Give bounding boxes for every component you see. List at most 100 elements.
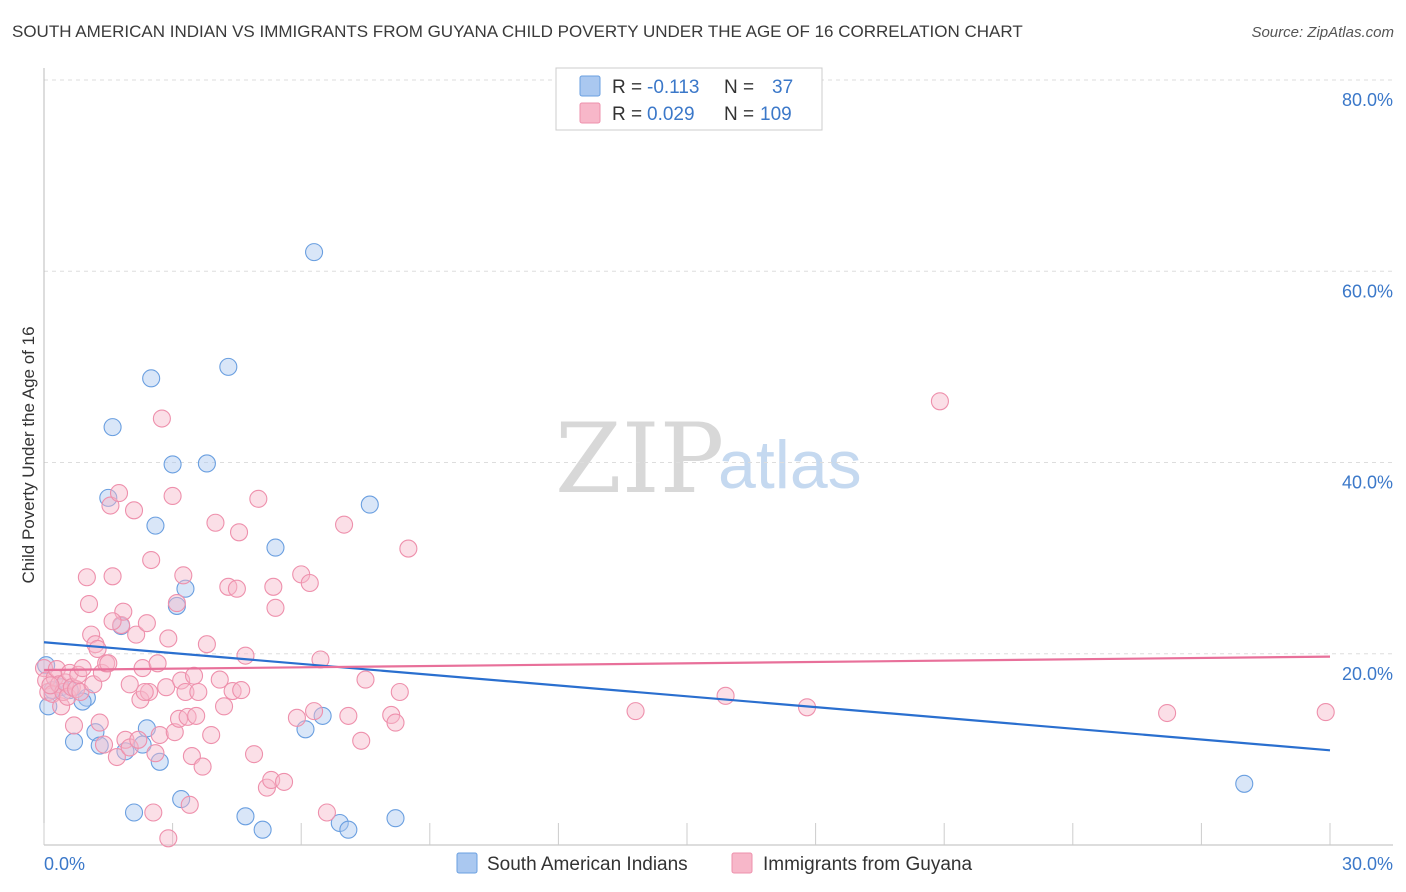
legend-r-label-pink: R =: [612, 104, 642, 125]
point-guyana-48: [148, 654, 167, 673]
y-axis-tick-labels: 20.0% 40.0% 60.0% 80.0%: [1342, 90, 1393, 684]
point-guyana-13: [64, 716, 84, 735]
point-guyana-24: [90, 713, 109, 732]
y-tick-label-20: 20.0%: [1342, 664, 1393, 684]
point-guyana-90: [335, 515, 354, 534]
point-guyana-99: [716, 686, 735, 705]
point-guyana-50: [152, 409, 171, 428]
point-guyana-75: [227, 579, 246, 598]
legend-r-label-blue: R =: [612, 77, 642, 98]
point-guyana-101: [930, 392, 949, 411]
point-guyana-45: [142, 550, 161, 570]
point-guyana-83: [264, 577, 283, 596]
point-sai-4: [64, 732, 84, 751]
point-guyana-87: [300, 573, 319, 593]
series-immigrants-from-guyana: [34, 392, 1335, 848]
watermark-atlas: atlas: [718, 427, 862, 503]
bottom-legend-swatch-blue: [456, 852, 478, 874]
source-credit: Source: ZipAtlas.com: [1251, 24, 1394, 41]
point-sai-23: [219, 357, 238, 376]
legend-n-label-pink: N =: [724, 104, 754, 125]
point-guyana-98: [626, 702, 645, 721]
point-guyana-17: [73, 659, 92, 678]
point-guyana-26: [94, 735, 114, 754]
point-guyana-44: [139, 682, 159, 702]
point-guyana-53: [159, 629, 178, 648]
point-guyana-91: [339, 706, 358, 725]
y-tick-label-60: 60.0%: [1342, 281, 1393, 301]
point-guyana-52: [159, 829, 178, 848]
point-sai-21: [176, 579, 195, 598]
point-guyana-33: [112, 616, 131, 635]
point-sai-8: [99, 488, 118, 507]
point-guyana-31: [107, 747, 126, 767]
bottom-legend-swatch-pink: [731, 852, 753, 874]
point-guyana-71: [210, 670, 229, 689]
bottom-legend-label-pink: Immigrants from Guyana: [763, 854, 972, 875]
point-guyana-19: [79, 594, 99, 614]
point-guyana-103: [1316, 703, 1335, 722]
series-legend: South American Indians Immigrants from G…: [456, 852, 972, 875]
point-guyana-60: [176, 682, 195, 702]
point-guyana-23: [88, 639, 107, 659]
y-tick-label-40: 40.0%: [1342, 473, 1393, 493]
legend-r-value-blue: -0.113: [647, 77, 699, 98]
point-guyana-106: [41, 676, 60, 695]
point-guyana-43: [137, 614, 156, 633]
point-guyana-104: [103, 612, 122, 631]
x-tick-label-max: 30.0%: [1342, 854, 1393, 874]
point-sai-12: [124, 803, 144, 822]
legend-n-value-pink: 109: [760, 104, 792, 125]
point-guyana-107: [305, 702, 324, 721]
point-guyana-22: [86, 635, 105, 654]
point-guyana-95: [386, 713, 405, 732]
point-guyana-56: [167, 594, 186, 613]
point-guyana-85: [287, 708, 306, 727]
point-guyana-64: [184, 666, 204, 685]
point-guyana-76: [229, 523, 249, 542]
point-guyana-59: [174, 566, 193, 585]
point-guyana-65: [187, 706, 206, 725]
point-guyana-77: [232, 681, 251, 700]
series-south-american-indians: [37, 243, 1254, 839]
point-guyana-108: [266, 598, 285, 617]
point-guyana-96: [390, 682, 409, 702]
point-guyana-105: [135, 682, 154, 702]
point-sai-18: [163, 455, 182, 474]
point-guyana-46: [144, 803, 163, 822]
point-guyana-66: [189, 682, 208, 702]
trend-line-south-american-indians: [43, 641, 1331, 752]
y-tick-label-80: 80.0%: [1342, 90, 1393, 110]
point-guyana-28: [99, 654, 118, 673]
point-guyana-18: [77, 568, 96, 587]
point-guyana-72: [214, 697, 234, 716]
y-axis-label: Child Poverty Under the Age of 16: [19, 326, 38, 583]
bottom-legend-label-blue: South American Indians: [487, 854, 688, 875]
watermark-zip: ZIP: [555, 403, 724, 515]
stats-legend: R = -0.113 N = 37 R = 0.029 N = 109: [555, 67, 823, 131]
point-guyana-29: [101, 496, 120, 515]
chart-title: SOUTH AMERICAN INDIAN VS IMMIGRANTS FROM…: [12, 22, 1023, 41]
trend-line-immigrants-from-guyana: [43, 655, 1331, 672]
point-guyana-78: [236, 646, 255, 665]
grid: [44, 79, 1393, 655]
legend-swatch-blue: [579, 75, 601, 97]
point-guyana-49: [150, 725, 169, 745]
point-sai-28: [305, 243, 324, 262]
point-guyana-102: [1158, 703, 1177, 723]
point-sai-17: [150, 752, 169, 771]
point-sai-31: [339, 820, 358, 839]
point-guyana-32: [109, 484, 129, 503]
point-guyana-37: [120, 675, 139, 694]
point-guyana-68: [197, 635, 216, 654]
point-guyana-84: [275, 772, 294, 791]
point-guyana-39: [127, 625, 146, 644]
point-guyana-54: [163, 486, 182, 506]
legend-n-value-blue: 37: [772, 77, 793, 98]
x-tick-label-min: 0.0%: [44, 854, 85, 874]
point-guyana-40: [129, 730, 148, 749]
point-guyana-38: [124, 501, 144, 520]
trend-lines: [43, 641, 1331, 752]
point-guyana-67: [193, 757, 212, 776]
point-guyana-89: [317, 803, 336, 822]
